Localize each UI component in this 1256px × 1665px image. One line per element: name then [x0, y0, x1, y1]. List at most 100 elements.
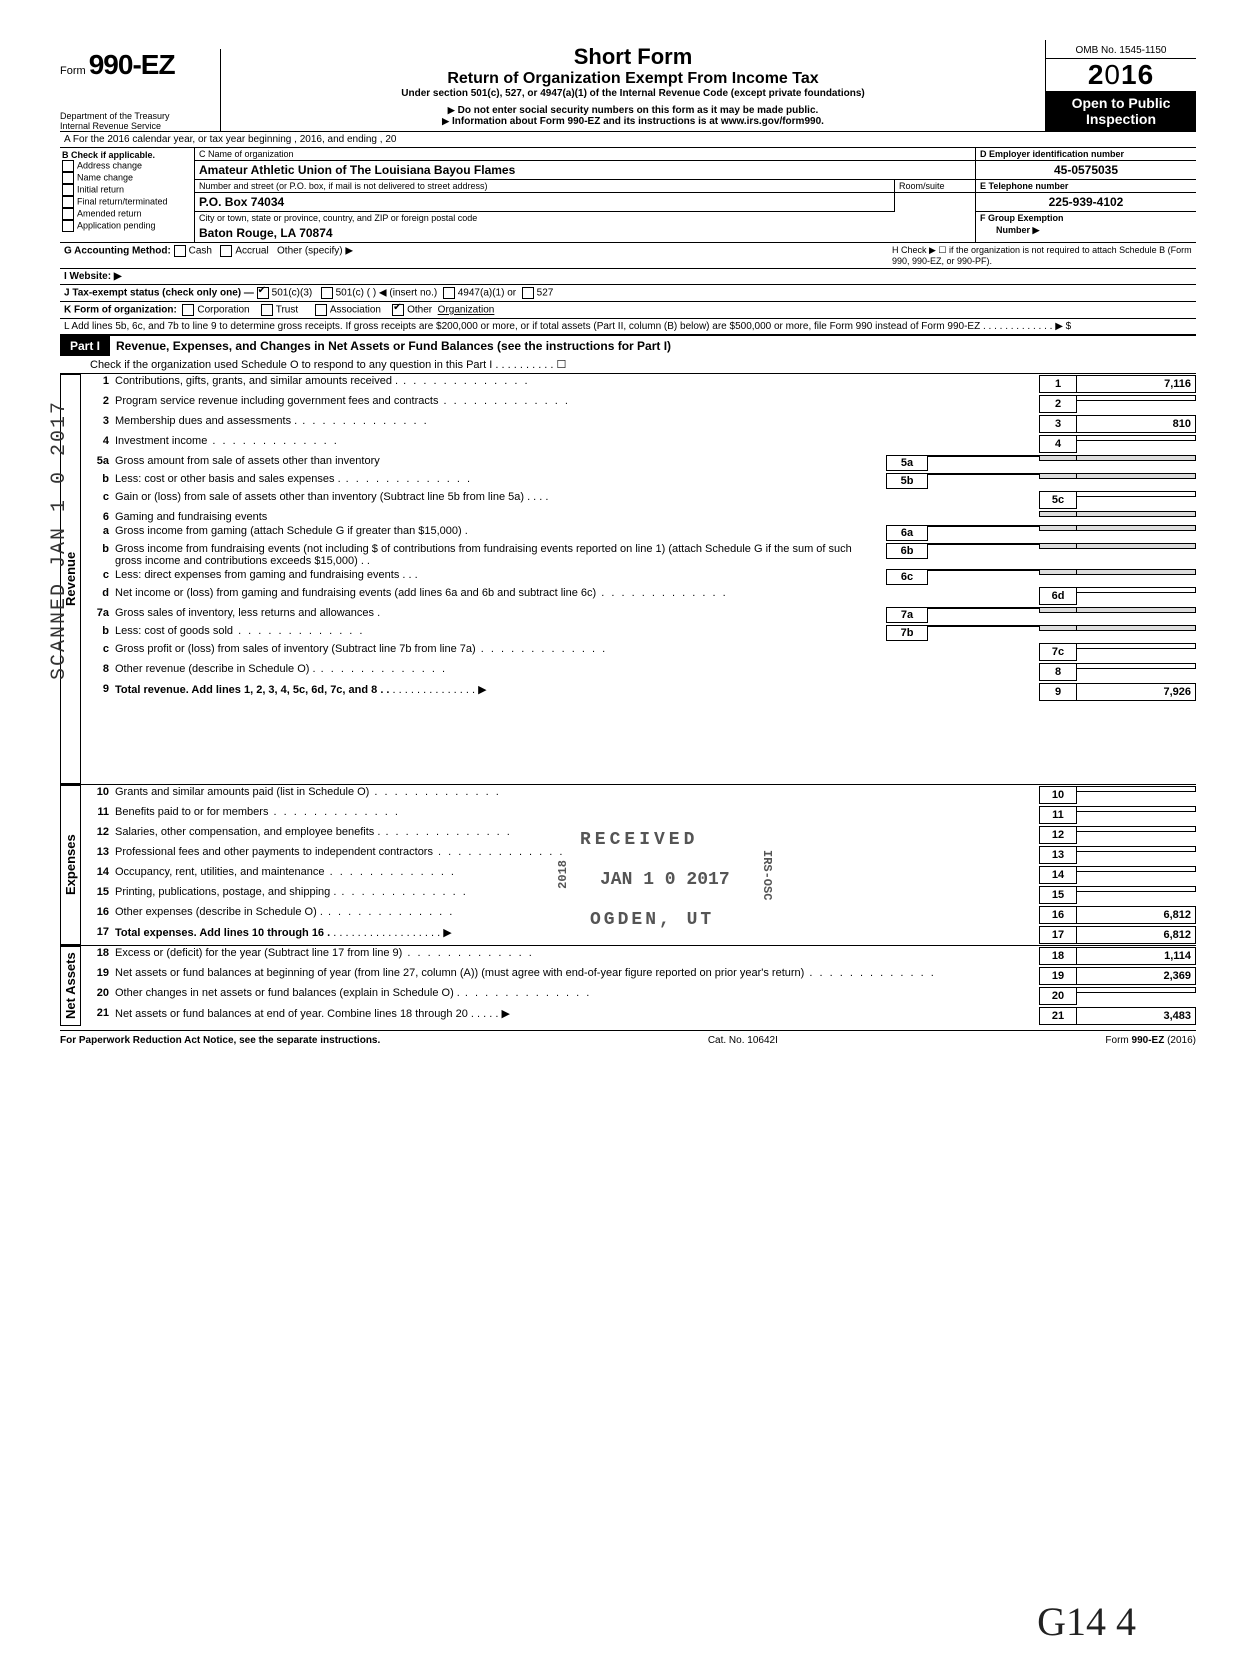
checkbox-other[interactable] — [392, 304, 404, 316]
j-insert: ) ◀ (insert no.) — [373, 288, 437, 299]
street-value: P.O. Box 74034 — [195, 193, 894, 212]
amt-6d — [1077, 587, 1196, 593]
line-5a: Gross amount from sale of assets other t… — [115, 455, 880, 467]
form-number: 990-EZ — [89, 49, 175, 80]
expenses-sidebar: Expenses — [60, 785, 81, 945]
h-text: H Check ▶ ☐ if the organization is not r… — [892, 245, 1192, 266]
stamp-scanned: SCANNED JAN 1 0 2017 — [48, 400, 71, 680]
page-footer: For Paperwork Reduction Act Notice, see … — [60, 1030, 1196, 1046]
amt-14 — [1077, 866, 1196, 872]
city-value: Baton Rouge, LA 70874 — [195, 224, 975, 242]
open-inspection: Open to Public Inspection — [1046, 91, 1196, 131]
form-prefix: Form — [60, 65, 86, 77]
stamp-ogden: OGDEN, UT — [590, 910, 714, 930]
line-11: Benefits paid to or for members — [115, 806, 1039, 818]
gh-row: G Accounting Method: Cash Accrual Other … — [60, 242, 1196, 268]
section-c: C Name of organization Amateur Athletic … — [195, 148, 976, 242]
amt-18: 1,114 — [1077, 947, 1196, 965]
form-page: Form 990-EZ Department of the Treasury I… — [60, 40, 1196, 1046]
line-6d: Net income or (loss) from gaming and fun… — [115, 587, 1039, 599]
checkbox[interactable] — [62, 208, 74, 220]
line-6c: Less: direct expenses from gaming and fu… — [115, 569, 880, 581]
b-item: Initial return — [77, 184, 124, 194]
stamp-irs: IRS-OSC — [760, 850, 774, 900]
checkbox-527[interactable] — [522, 287, 534, 299]
amt-4 — [1077, 435, 1196, 441]
title-warn: Do not enter social security numbers on … — [231, 105, 1035, 116]
j-c3: 501(c)(3) — [272, 288, 313, 299]
title-short: Short Form — [231, 44, 1035, 70]
amt-15 — [1077, 886, 1196, 892]
amt-11 — [1077, 806, 1196, 812]
amt-19: 2,369 — [1077, 967, 1196, 985]
l-row: L Add lines 5b, 6c, and 7b to line 9 to … — [60, 318, 1196, 336]
title-block: Short Form Return of Organization Exempt… — [221, 40, 1046, 131]
city-label: City or town, state or province, country… — [195, 212, 975, 224]
checkbox-cash[interactable] — [174, 245, 186, 257]
k-row: K Form of organization: Corporation Trus… — [60, 301, 1196, 318]
checkbox-corp[interactable] — [182, 304, 194, 316]
b-item: Address change — [77, 160, 142, 170]
open-line1: Open to Public — [1048, 95, 1194, 111]
street-label: Number and street (or P.O. box, if mail … — [195, 180, 894, 193]
line-10: Grants and similar amounts paid (list in… — [115, 786, 1039, 798]
phone-value: 225-939-4102 — [976, 193, 1196, 212]
line-a: A For the 2016 calendar year, or tax yea… — [60, 132, 1196, 148]
checkbox-assoc[interactable] — [315, 304, 327, 316]
title-info: Information about Form 990-EZ and its in… — [231, 116, 1035, 127]
bcd-block: B Check if applicable. Address change Na… — [60, 148, 1196, 242]
lines-grid: Revenue 1Contributions, gifts, grants, a… — [60, 374, 1196, 784]
amt-21: 3,483 — [1077, 1007, 1196, 1025]
checkbox-trust[interactable] — [261, 304, 273, 316]
checkbox-501c[interactable] — [321, 287, 333, 299]
footer-right: Form 990-EZ (2016) — [1105, 1035, 1196, 1046]
line-18: Excess or (deficit) for the year (Subtra… — [115, 947, 1039, 959]
checkbox-accrual[interactable] — [220, 245, 232, 257]
d-label: D Employer identification number — [976, 148, 1196, 161]
k-other: Other — [407, 305, 432, 316]
k-trust: Trust — [276, 305, 298, 316]
amt-1: 7,116 — [1077, 375, 1196, 393]
amt-20 — [1077, 987, 1196, 993]
stamp-received: RECEIVED — [580, 830, 698, 850]
line-3: Membership dues and assessments . — [115, 415, 1039, 427]
checkbox[interactable] — [62, 160, 74, 172]
form-label: Form 990-EZ — [60, 49, 210, 81]
k-label: K Form of organization: — [64, 305, 177, 316]
i-row: I Website: ▶ — [60, 268, 1196, 284]
j-label: J Tax-exempt status (check only one) — — [64, 288, 254, 299]
checkbox[interactable] — [62, 172, 74, 184]
part1-title: Revenue, Expenses, and Changes in Net As… — [110, 336, 1196, 356]
amt-2 — [1077, 395, 1196, 401]
amt-7c — [1077, 643, 1196, 649]
line-8: Other revenue (describe in Schedule O) . — [115, 663, 1039, 675]
title-main: Return of Organization Exempt From Incom… — [231, 70, 1035, 88]
amt-17: 6,812 — [1077, 926, 1196, 944]
c-name-label: C Name of organization — [195, 148, 975, 161]
checkbox[interactable] — [62, 196, 74, 208]
footer-left: For Paperwork Reduction Act Notice, see … — [60, 1035, 380, 1046]
netassets-sidebar: Net Assets — [60, 946, 81, 1026]
amt-13 — [1077, 846, 1196, 852]
amt-10 — [1077, 786, 1196, 792]
i-label: I Website: ▶ — [64, 271, 122, 282]
checkbox[interactable] — [62, 220, 74, 232]
line-6b: Gross income from fundraising events (no… — [115, 543, 880, 567]
footer-mid: Cat. No. 10642I — [708, 1035, 778, 1046]
k-corp: Corporation — [197, 305, 249, 316]
amt-3: 810 — [1077, 415, 1196, 433]
line-2: Program service revenue including govern… — [115, 395, 1039, 407]
line-19: Net assets or fund balances at beginning… — [115, 967, 1039, 979]
g-label: G Accounting Method: — [64, 246, 171, 257]
line-14: Occupancy, rent, utilities, and maintena… — [115, 866, 1039, 878]
checkbox-501c3[interactable] — [257, 287, 269, 299]
f-label: F Group Exemption — [976, 212, 1196, 224]
b-label: B Check if applicable. — [62, 150, 155, 160]
checkbox[interactable] — [62, 184, 74, 196]
b-item: Amended return — [77, 208, 142, 218]
part1-header: Part I Revenue, Expenses, and Changes in… — [60, 336, 1196, 356]
amt-8 — [1077, 663, 1196, 669]
line-20: Other changes in net assets or fund bala… — [115, 987, 1039, 999]
b-item: Final return/terminated — [77, 196, 168, 206]
checkbox-4947[interactable] — [443, 287, 455, 299]
